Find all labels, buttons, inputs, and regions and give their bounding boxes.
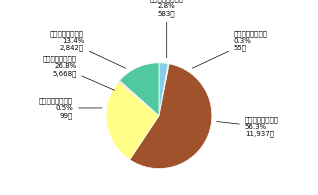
Wedge shape: [159, 63, 168, 116]
Wedge shape: [106, 82, 159, 160]
Wedge shape: [120, 63, 159, 116]
Wedge shape: [119, 80, 159, 116]
Text: 共同危険型・少年
56.3%
11,937人: 共同危険型・少年 56.3% 11,937人: [217, 116, 279, 137]
Text: 共同危険型・不明
0.5%
99人: 共同危険型・不明 0.5% 99人: [39, 97, 102, 119]
Text: 違法競走型・少年
2.8%
583人: 違法競走型・少年 2.8% 583人: [150, 0, 184, 58]
Text: 違法競走型・成人
13.4%
2,842人: 違法競走型・成人 13.4% 2,842人: [50, 30, 126, 68]
Text: 違法競走型・不明
0.3%
55人: 違法競走型・不明 0.3% 55人: [192, 30, 268, 68]
Wedge shape: [130, 64, 212, 168]
Text: 共同危険型・成人
26.8%
5,668人: 共同危険型・成人 26.8% 5,668人: [42, 56, 114, 90]
Wedge shape: [159, 64, 169, 116]
